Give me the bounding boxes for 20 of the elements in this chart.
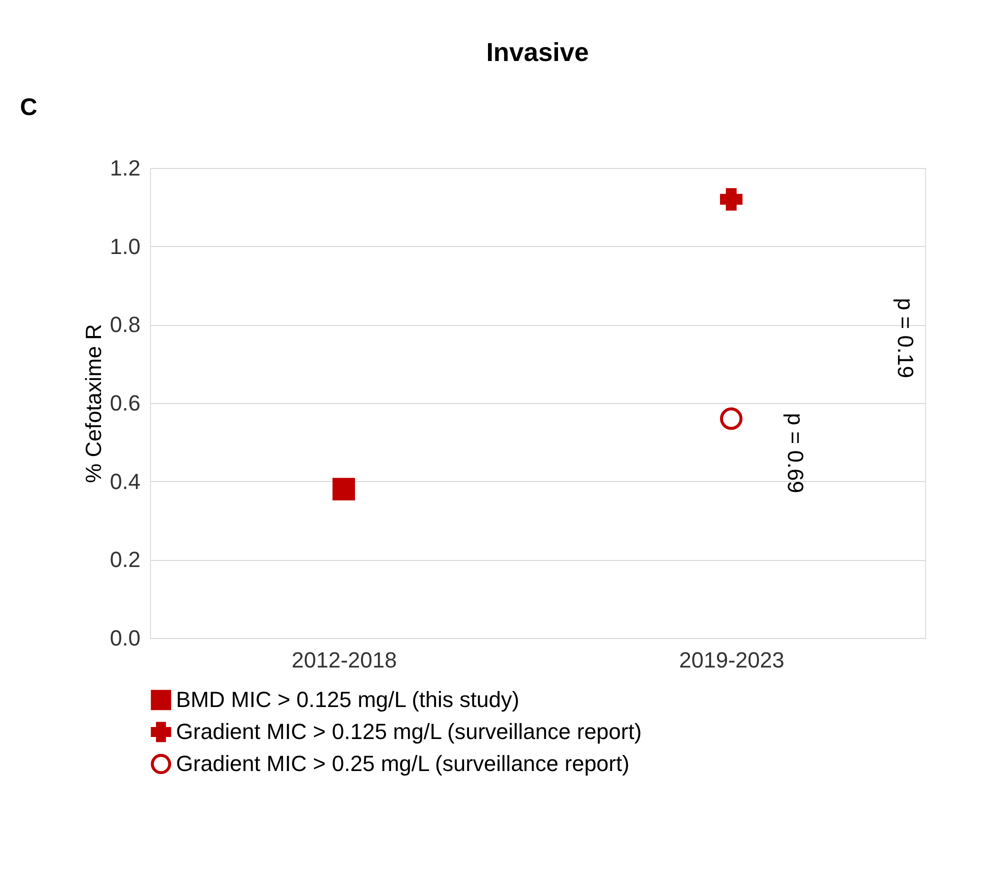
y-tick-label: 0.0: [110, 626, 140, 650]
legend-label: Gradient MIC > 0.25 mg/L (surveillance report): [176, 751, 630, 776]
x-tick-label: 2019-2023: [679, 648, 784, 672]
annotation: p = 0.69: [783, 412, 808, 494]
point: [332, 478, 355, 500]
point: [720, 407, 742, 430]
chart-title: Invasive: [486, 37, 589, 67]
y-tick-label: 1.0: [110, 234, 140, 259]
point: [720, 188, 742, 211]
y-tick-label: 0.2: [110, 547, 140, 572]
y-tick-label: 0.8: [110, 312, 140, 338]
y-tick-label: 0.4: [110, 468, 140, 494]
x-tick-label: 2012-2018: [292, 648, 397, 672]
y-tick-label: 1.2: [110, 156, 140, 180]
legend-label: Gradient MIC > 0.125 mg/L (surveillance report): [176, 719, 642, 744]
y-axis-title: % Cefotaxime R: [80, 324, 106, 483]
annotation: p = 0.19: [893, 298, 918, 378]
legend-label: BMD MIC > 0.125 mg/L (this study): [176, 687, 520, 712]
text: C: [20, 94, 38, 121]
y-tick-label: 0.6: [110, 390, 140, 416]
